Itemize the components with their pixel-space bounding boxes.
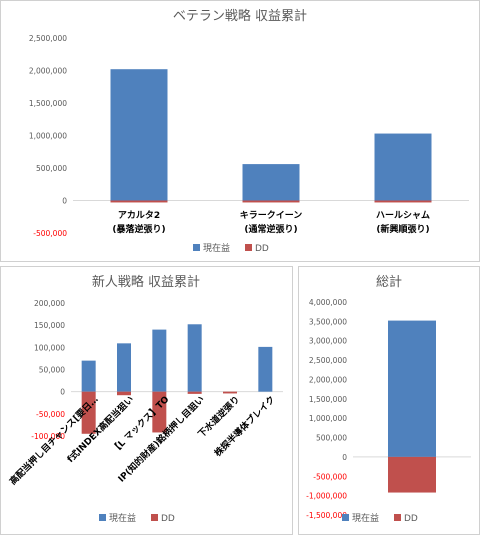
- rookie-ytick-label: -50,000: [36, 410, 65, 419]
- rookie-bar-profit: [117, 343, 131, 392]
- total-ytick-label: 4,000,000: [309, 298, 347, 307]
- veteran-bar-dd: [374, 200, 432, 203]
- total-legend: 現在益 DD: [342, 512, 418, 524]
- veteran-bar-profit: [374, 133, 432, 201]
- rookie-chart-svg: 新人戦略 収益累計 -100,000 -50,000 0 50,000 100,000 15…: [7, 274, 283, 524]
- veteran-category-label: (新興順張り): [376, 223, 429, 235]
- veteran-legend-swatch: [193, 244, 200, 251]
- total-legend-label: 現在益: [352, 512, 379, 524]
- total-legend-label: DD: [404, 514, 418, 524]
- veteran-chart-svg: ベテラン戦略 収益累計 -500,000 0 500,000 1,000,000 1,50…: [29, 8, 469, 254]
- rookie-bar-profit: [152, 329, 167, 392]
- rookie-legend-label: DD: [161, 514, 175, 524]
- veteran-chart-title: ベテラン戦略 収益累計: [173, 8, 307, 24]
- veteran-legend-label: DD: [255, 244, 269, 254]
- total-bar-profit: [388, 320, 436, 457]
- veteran-ytick-label: 2,000,000: [29, 67, 67, 76]
- rookie-ytick-label: 150,000: [34, 321, 65, 330]
- rookie-bar-dd: [187, 391, 202, 394]
- rookie-legend-swatch: [99, 514, 106, 521]
- rookie-legend-swatch: [151, 514, 158, 521]
- total-ytick-label: 500,000: [316, 434, 347, 443]
- total-chart-panel: 総計 -1,500,000 -1,000,000 -500,000 0 500,000 1,…: [298, 266, 480, 535]
- total-ytick-label: 2,500,000: [309, 356, 347, 365]
- rookie-ytick-label: 50,000: [39, 366, 65, 375]
- rookie-ytick-label: 0: [60, 388, 65, 397]
- veteran-bar-dd: [110, 200, 168, 203]
- veteran-ytick-label: 500,000: [36, 164, 67, 173]
- rookie-bar-dd: [81, 391, 96, 434]
- total-ytick-label: -1,000,000: [306, 492, 347, 501]
- rookie-ytick-label: -100,000: [31, 432, 65, 441]
- total-chart-title: 総計: [376, 274, 402, 290]
- rookie-bar-profit: [258, 346, 273, 392]
- total-ytick-label: -1,500,000: [306, 511, 347, 520]
- veteran-category-label: キラークイーン: [240, 210, 303, 221]
- rookie-legend-label: 現在益: [109, 512, 136, 524]
- veteran-ytick-label: 1,500,000: [29, 99, 67, 108]
- veteran-ytick-label: -500,000: [33, 229, 67, 238]
- total-ytick-label: 3,000,000: [309, 337, 347, 346]
- veteran-ytick-label: 2,500,000: [29, 34, 67, 43]
- veteran-bar-dd: [242, 200, 300, 203]
- rookie-bar-dd: [223, 391, 237, 394]
- rookie-legend: 現在益 DD: [99, 512, 175, 524]
- total-ytick-label: 1,500,000: [309, 395, 347, 404]
- rookie-chart-title: 新人戦略 収益累計: [92, 274, 200, 290]
- rookie-bar-profit: [81, 360, 96, 392]
- rookie-ytick-label: 100,000: [34, 343, 65, 352]
- rookie-bar-profit: [187, 324, 202, 392]
- veteran-category-label: (暴落逆張り): [112, 223, 165, 235]
- veteran-legend-swatch: [245, 244, 252, 251]
- veteran-category-label: (通常逆張り): [244, 223, 297, 235]
- veteran-ytick-label: 1,000,000: [29, 132, 67, 141]
- total-chart-svg: 総計 -1,500,000 -1,000,000 -500,000 0 500,000 1,…: [306, 274, 471, 524]
- total-legend-swatch: [342, 514, 349, 521]
- veteran-ytick-label: 0: [62, 197, 67, 206]
- total-ytick-label: 3,500,000: [309, 317, 347, 326]
- veteran-legend: 現在益 DD: [193, 242, 269, 254]
- veteran-bar-profit: [110, 69, 168, 201]
- total-ytick-label: -500,000: [313, 472, 347, 481]
- veteran-category-label: アカルタ2: [118, 209, 160, 221]
- total-legend-swatch: [394, 514, 401, 521]
- rookie-ytick-label: 200,000: [34, 299, 65, 308]
- total-bar-dd: [388, 456, 436, 493]
- total-ytick-label: 0: [342, 453, 347, 462]
- rookie-category-label: 株探半導体ブレイク: [212, 393, 278, 459]
- rookie-bar-dd: [117, 391, 131, 396]
- veteran-chart-panel: ベテラン戦略 収益累計 -500,000 0 500,000 1,000,000 1,50…: [0, 0, 480, 262]
- veteran-bar-profit: [242, 164, 300, 201]
- total-ytick-label: 2,000,000: [309, 375, 347, 384]
- total-ytick-label: 1,000,000: [309, 414, 347, 423]
- veteran-category-label: ハールシャム: [376, 210, 430, 221]
- rookie-category-label: f式INDEX高配当狙い: [64, 393, 136, 465]
- rookie-chart-panel: 新人戦略 収益累計 -100,000 -50,000 0 50,000 100,000 15…: [0, 266, 293, 535]
- veteran-legend-label: 現在益: [203, 242, 230, 254]
- rookie-bar-dd: [152, 391, 167, 433]
